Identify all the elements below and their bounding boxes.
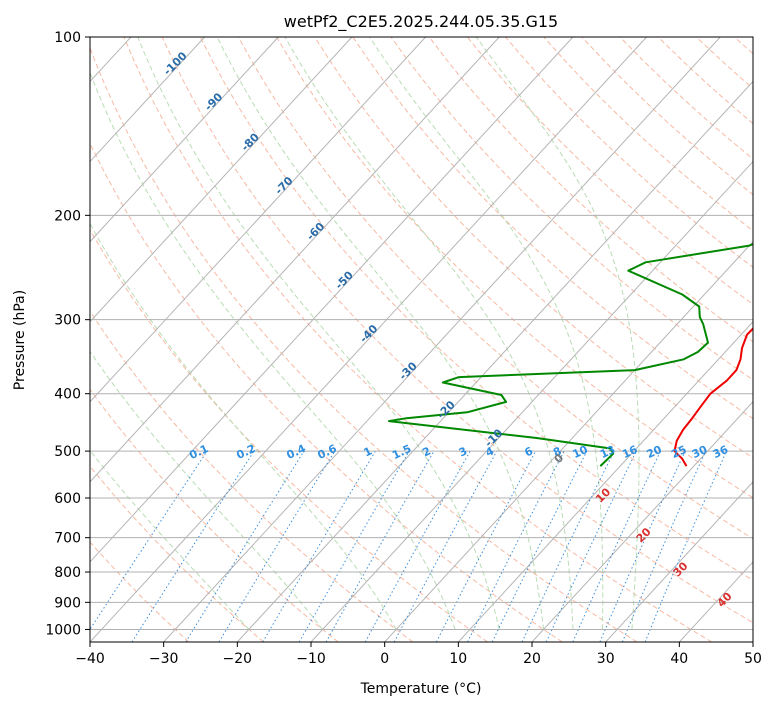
y-tick-label: 400 bbox=[54, 387, 81, 403]
isotherm-line bbox=[163, 37, 721, 642]
y-axis-title: Pressure (hPa) bbox=[12, 290, 28, 390]
profiles bbox=[388, 243, 753, 467]
dry-adiabat-line bbox=[276, 37, 753, 499]
isotherm-line bbox=[457, 320, 753, 642]
y-tick-label: 700 bbox=[54, 531, 81, 547]
moist-adiabat-line bbox=[284, 37, 574, 630]
background-lines bbox=[0, 37, 753, 642]
dry-adiabat-line bbox=[123, 37, 712, 642]
y-tick-label: 1000 bbox=[45, 622, 81, 638]
moist-adiabat-line bbox=[90, 71, 456, 630]
dry-adiabat-line bbox=[90, 465, 264, 642]
y-tick-label: 900 bbox=[54, 595, 81, 611]
y-tick-label: 600 bbox=[54, 491, 81, 507]
y-tick-label: 100 bbox=[54, 30, 81, 46]
dry-adiabat-line bbox=[466, 37, 753, 305]
mixing-ratio-line bbox=[325, 450, 435, 642]
mixing-ratio-label: 25 bbox=[669, 443, 688, 461]
x-axis: −40 −30 −20 −10 0 10 20 30 40 50 bbox=[75, 642, 762, 667]
chart-title: wetPf2_C2E5.2025.244.05.35.G15 bbox=[284, 12, 558, 32]
isotherm-line bbox=[531, 401, 753, 642]
isotherm-line bbox=[90, 37, 279, 243]
moist-adiabat-line bbox=[90, 222, 397, 630]
mixing-ratio-line bbox=[393, 450, 498, 642]
isotherm-line bbox=[90, 37, 574, 563]
dry-adiabat-line bbox=[390, 37, 753, 381]
x-tick-label: 30 bbox=[597, 651, 615, 667]
mixing-ratio-label: 16 bbox=[620, 443, 640, 461]
moist-adiabat-line bbox=[137, 37, 500, 630]
mixing-ratio-line bbox=[131, 450, 255, 642]
x-tick-label: 40 bbox=[670, 651, 688, 667]
isotherm-line bbox=[236, 80, 753, 642]
y-tick-label: 500 bbox=[54, 444, 81, 460]
mixing-ratio-label: 30 bbox=[690, 443, 710, 461]
mixing-ratio-line bbox=[621, 450, 707, 642]
dry-adiabat-line bbox=[352, 37, 753, 420]
dry-adiabat-line bbox=[161, 37, 753, 624]
isotherm-line bbox=[90, 37, 426, 403]
dry-adiabat-line bbox=[90, 142, 563, 642]
mixing-ratio-line bbox=[599, 450, 686, 642]
moist-adiabat-line bbox=[475, 37, 640, 630]
mixing-ratio-line bbox=[185, 450, 305, 642]
isotherm-line bbox=[90, 37, 353, 323]
mixing-ratio-line bbox=[90, 450, 208, 631]
x-tick-label: −10 bbox=[296, 651, 326, 667]
mixing-ratio-line bbox=[364, 450, 471, 642]
profile-line-0 bbox=[673, 327, 753, 467]
x-tick-label: −40 bbox=[75, 651, 105, 667]
isotherm-line bbox=[605, 481, 753, 642]
mixing-ratio-line bbox=[491, 450, 588, 642]
mixing-ratio-line bbox=[218, 450, 336, 642]
mixing-ratio-label: 36 bbox=[711, 443, 731, 461]
dry-adiabat-line bbox=[90, 46, 638, 642]
x-axis-title: Temperature (°C) bbox=[360, 681, 482, 697]
mixing-ratio-label: 20 bbox=[645, 443, 665, 461]
moist-adiabat-line bbox=[369, 37, 604, 630]
plot-frame bbox=[89, 36, 754, 643]
dry-adiabat-line bbox=[199, 37, 753, 581]
x-tick-label: −20 bbox=[223, 651, 253, 667]
isotherm-line bbox=[0, 37, 57, 642]
dry-adiabat-line bbox=[90, 310, 414, 642]
mixing-ratio-line bbox=[467, 450, 565, 642]
isotherm-line bbox=[90, 37, 205, 163]
profile-line-1 bbox=[388, 243, 753, 467]
y-tick-label: 300 bbox=[54, 313, 81, 329]
isotherm-line bbox=[752, 641, 753, 642]
isotherm-line bbox=[90, 37, 500, 483]
x-tick-label: 20 bbox=[523, 651, 541, 667]
moist-adiabat-line bbox=[216, 37, 544, 630]
y-tick-label: 200 bbox=[54, 208, 81, 224]
mixing-ratio-label: 10 bbox=[571, 443, 591, 461]
y-axis: 1000 900 800 700 600 500 400 300 200 100 bbox=[45, 30, 90, 638]
plot-background bbox=[90, 37, 753, 642]
x-tick-label: 0 bbox=[380, 651, 389, 667]
moist-adiabat-line bbox=[90, 350, 323, 630]
x-tick-label: −30 bbox=[149, 651, 179, 667]
mixing-ratio-line bbox=[644, 450, 727, 642]
moist-adiabat-line bbox=[90, 449, 250, 630]
isotherm-line bbox=[90, 37, 647, 642]
isotherm-line bbox=[310, 160, 753, 642]
mixing-ratio-label: 13 bbox=[598, 443, 617, 461]
dry-adiabat-line bbox=[237, 37, 753, 540]
y-tick-label: 800 bbox=[54, 565, 81, 581]
pressure-grid bbox=[90, 37, 753, 630]
x-tick-label: 10 bbox=[449, 651, 467, 667]
isotherm-line bbox=[384, 240, 753, 642]
x-tick-label: 50 bbox=[744, 651, 762, 667]
